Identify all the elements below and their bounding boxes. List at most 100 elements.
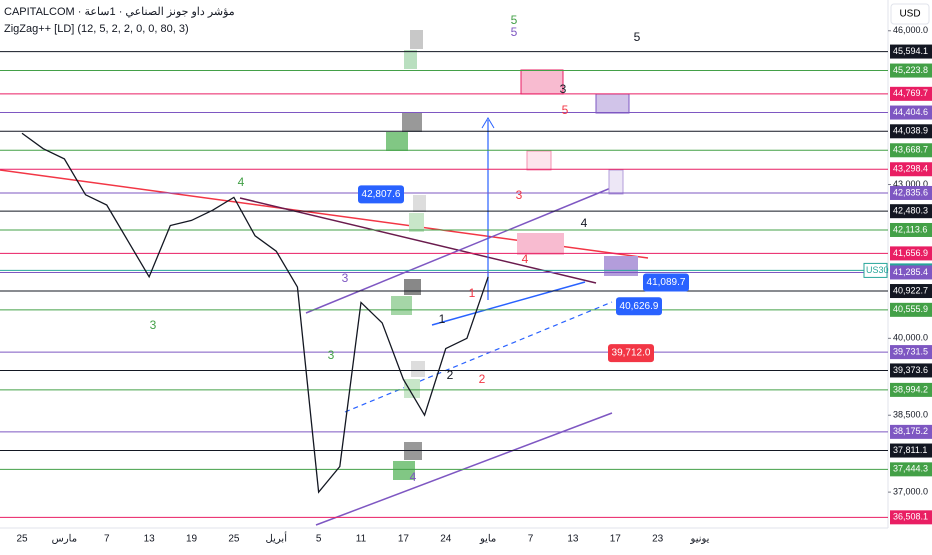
level-label-bg bbox=[890, 63, 932, 78]
x-tick-label: 25 bbox=[16, 534, 28, 545]
level-label-bg bbox=[890, 363, 932, 378]
box bbox=[520, 69, 564, 95]
level-label: 42,113.6 bbox=[893, 224, 927, 234]
wave-label: 5 bbox=[511, 13, 518, 27]
level-label: 39,731.5 bbox=[893, 346, 928, 356]
price-callout-label: 41,089.7 bbox=[647, 277, 686, 288]
level-label-bg bbox=[890, 284, 932, 299]
level-label: 40,922.7 bbox=[893, 285, 928, 295]
wave-label: 3 bbox=[150, 318, 157, 332]
x-tick-label: 17 bbox=[610, 534, 622, 545]
y-tick-label: 46,000.0 bbox=[893, 25, 928, 35]
level-label: 41,656.9 bbox=[893, 248, 928, 258]
y-tick-label: 38,500.0 bbox=[893, 410, 928, 420]
box bbox=[404, 279, 421, 295]
indicator-name: ZigZag++ [LD] (12, 5, 2, 2, 0, 0, 80, 3) bbox=[4, 23, 189, 35]
chart-title: CAPITALCOM · مؤشر داو جونز الصناعي · 1سا… bbox=[4, 6, 235, 18]
level-label-bg bbox=[890, 44, 932, 59]
wave-label: 4 bbox=[410, 470, 417, 484]
wave-label: 5 bbox=[511, 25, 518, 39]
currency-button[interactable] bbox=[890, 3, 930, 25]
y-tick-label: 37,000.0 bbox=[893, 486, 928, 496]
level-label-bg bbox=[890, 382, 932, 397]
level-label: 41,285.4 bbox=[893, 267, 928, 277]
x-tick-label: 23 bbox=[652, 534, 664, 545]
level-label: 39,373.6 bbox=[893, 365, 928, 375]
y-tick-label: 40,000.0 bbox=[893, 333, 928, 343]
wave-label: 5 bbox=[634, 30, 641, 44]
x-tick-label: 17 bbox=[398, 534, 410, 545]
level-label-bg bbox=[890, 462, 932, 477]
wave-label: 3 bbox=[516, 188, 523, 202]
x-tick-label: 13 bbox=[567, 534, 579, 545]
box bbox=[411, 361, 425, 377]
box bbox=[608, 169, 624, 195]
x-tick-label: 13 bbox=[144, 534, 156, 545]
level-label-bg bbox=[890, 265, 932, 280]
price-callout-label: 42,807.6 bbox=[362, 189, 401, 200]
wave-label: 3 bbox=[342, 271, 349, 285]
x-tick-label: 5 bbox=[316, 534, 322, 545]
box bbox=[393, 461, 415, 480]
level-label: 45,594.1 bbox=[893, 46, 928, 56]
wave-label: 2 bbox=[479, 372, 486, 386]
price-callout-label: 39,712.0 bbox=[612, 348, 651, 359]
wave-label: 1 bbox=[469, 286, 476, 300]
x-tick-label: مارس bbox=[52, 534, 77, 545]
x-tick-label: 7 bbox=[528, 534, 534, 545]
box bbox=[409, 213, 424, 232]
wave-label: 4 bbox=[238, 175, 245, 189]
level-label-bg bbox=[890, 162, 932, 177]
wave-label: 4 bbox=[522, 252, 529, 266]
x-tick-label: 19 bbox=[186, 534, 198, 545]
level-label: 40,555.9 bbox=[893, 304, 928, 314]
x-tick-label: 25 bbox=[228, 534, 240, 545]
level-label: 42,835.6 bbox=[893, 187, 928, 197]
box bbox=[404, 50, 417, 69]
level-label-bg bbox=[890, 222, 932, 237]
wave-label: 3 bbox=[560, 82, 567, 96]
drawings bbox=[0, 0, 889, 529]
x-tick-label: يونيو bbox=[690, 534, 710, 545]
level-label-bg bbox=[890, 246, 932, 261]
level-label: 38,175.2 bbox=[893, 426, 928, 436]
level-label: 42,480.3 bbox=[893, 206, 928, 216]
wave-label: 5 bbox=[562, 103, 569, 117]
x-tick-label: 11 bbox=[356, 534, 367, 545]
box bbox=[604, 256, 638, 276]
wave-label: 2 bbox=[447, 368, 454, 382]
level-label-bg bbox=[890, 345, 932, 360]
level-label: 44,769.7 bbox=[893, 88, 928, 98]
level-label: 43,668.7 bbox=[893, 145, 928, 155]
arrow-head bbox=[481, 117, 495, 129]
x-tick-label: مايو bbox=[479, 534, 496, 545]
wave-label: 4 bbox=[581, 216, 588, 230]
y-tick-label: 43,000.0 bbox=[893, 179, 928, 189]
currency[interactable]: USD bbox=[899, 9, 920, 20]
trend-line bbox=[431, 281, 586, 326]
price-callout bbox=[608, 344, 654, 363]
level-label-bg bbox=[890, 302, 932, 317]
box bbox=[413, 195, 426, 212]
box bbox=[595, 93, 630, 114]
price-callout bbox=[616, 297, 662, 316]
price-callout bbox=[358, 185, 404, 204]
box bbox=[391, 296, 412, 315]
level-label-bg bbox=[890, 424, 932, 439]
level-label-bg bbox=[890, 86, 932, 101]
symbol-tag-bg bbox=[863, 262, 888, 278]
box bbox=[386, 132, 408, 151]
dashed-line bbox=[344, 301, 613, 413]
wave-label: 3 bbox=[328, 348, 335, 362]
level-label: 37,444.3 bbox=[893, 464, 928, 474]
level-label: 37,811.1 bbox=[893, 445, 927, 455]
x-tick-label: 24 bbox=[440, 534, 452, 545]
level-label-bg bbox=[890, 204, 932, 219]
level-label: 36,508.1 bbox=[893, 512, 928, 522]
price-callout-label: 40,626.9 bbox=[620, 301, 659, 312]
box bbox=[402, 113, 422, 132]
level-label: 44,404.6 bbox=[893, 107, 928, 117]
